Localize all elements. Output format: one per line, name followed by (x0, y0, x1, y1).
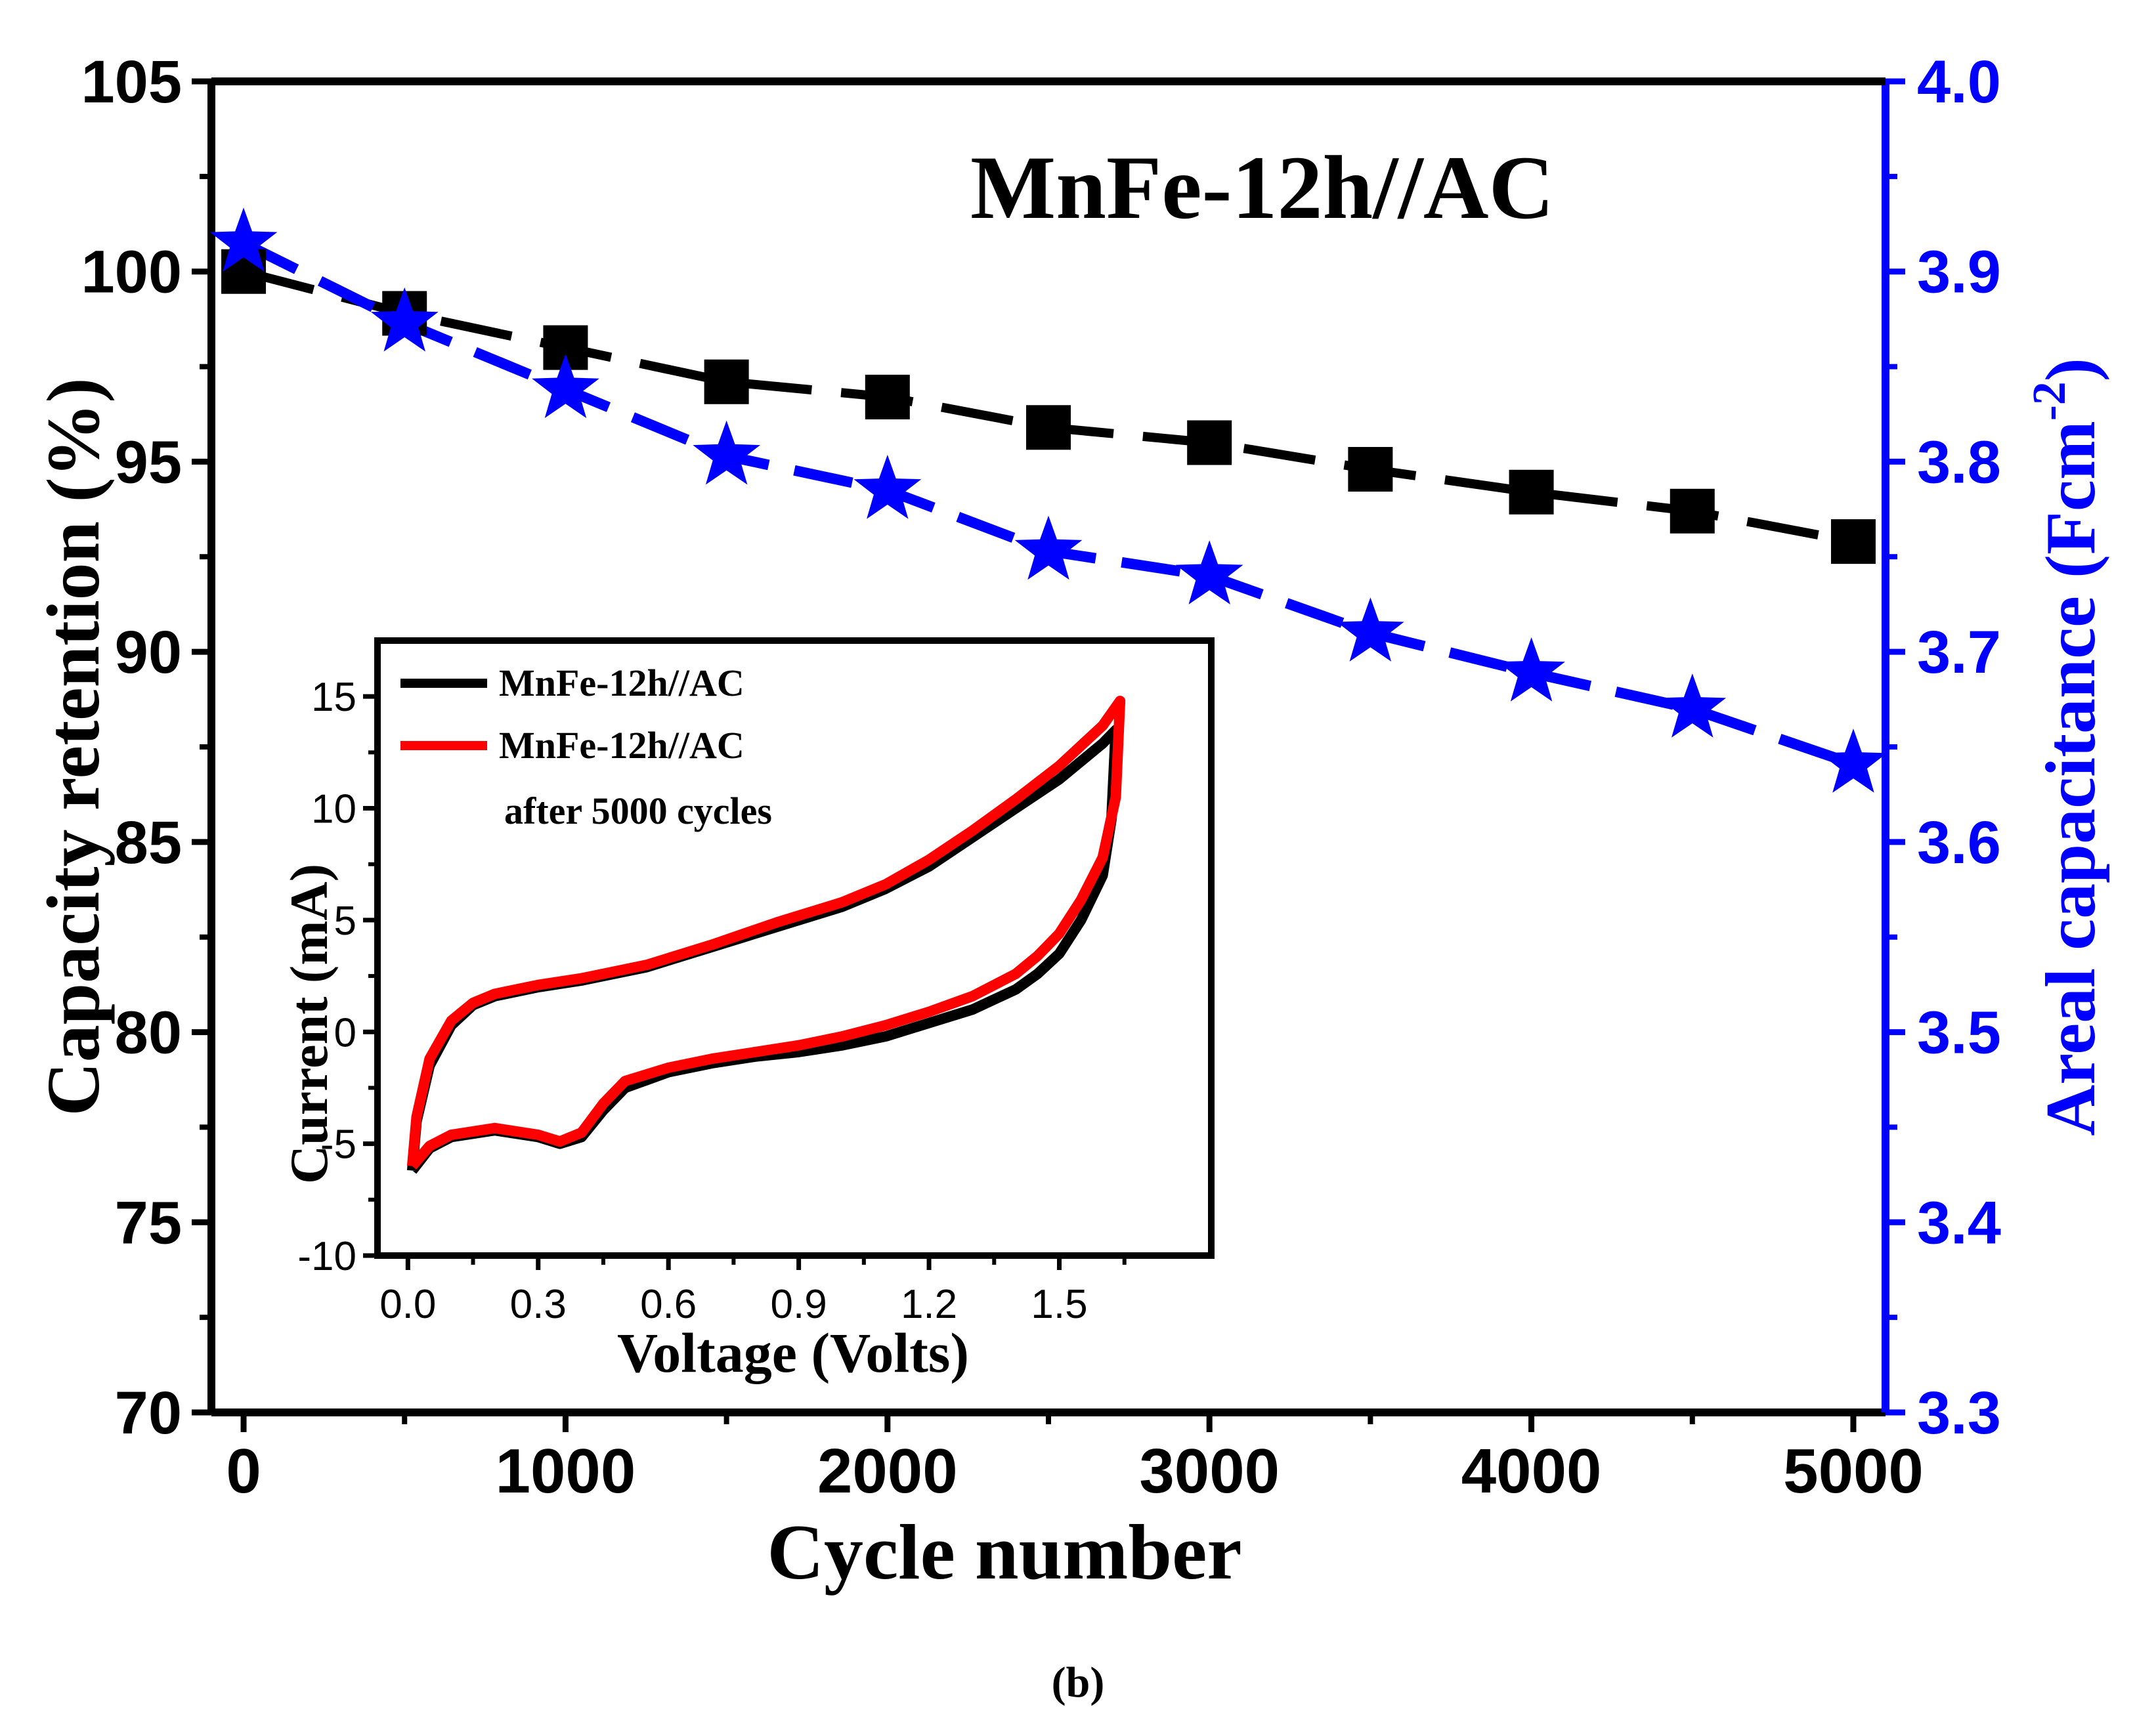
y-tick-label: 95 (115, 429, 182, 496)
y-tick-label: 70 (115, 1380, 182, 1447)
data-point-square (865, 374, 910, 419)
y2-tick-label: 3.4 (1917, 1189, 2001, 1256)
inset-background (374, 637, 1215, 1259)
chart-title: MnFe-12h//AC (970, 137, 1554, 238)
data-point-star (370, 287, 439, 352)
y2-tick-label: 4.0 (1917, 49, 2001, 116)
legend-label-red-note: after 5000 cycles (504, 790, 772, 832)
inset-x-tick-label: 0.9 (771, 1282, 827, 1327)
y2-axis-label-main: Areal capacitance (Fcm (2032, 421, 2110, 1136)
inset-legend: MnFe-12h//AC MnFe-12h//AC after 5000 cyc… (400, 662, 772, 832)
inset-series (406, 696, 1126, 1174)
y-tick-label: 100 (81, 239, 183, 306)
main-series (209, 207, 1887, 793)
y2-tick-label: 3.7 (1917, 619, 2001, 686)
data-point-square (1348, 447, 1393, 492)
data-point-square (1026, 405, 1071, 450)
inset-y-tick-label: -5 (320, 1122, 356, 1168)
inset-y-tick-label: 5 (334, 899, 356, 944)
data-point-star (1819, 729, 1887, 793)
x-tick-label: 3000 (1139, 1436, 1280, 1506)
data-point-star (1658, 673, 1727, 738)
inset-x-tick-label: 1.2 (901, 1282, 957, 1327)
panel-label: (b) (1052, 1659, 1105, 1706)
inset-frame (374, 637, 1215, 1259)
inset-x-tick-label: 1.5 (1031, 1282, 1087, 1327)
y2-axis-label-exp: -2 (2023, 381, 2075, 421)
y-tick-label: 80 (115, 1000, 182, 1067)
data-point-star (1498, 637, 1565, 702)
data-point-star (1175, 540, 1243, 604)
x-tick-label: 0 (226, 1436, 261, 1506)
y-tick-label: 75 (115, 1189, 182, 1256)
inset-y-tick-label: 15 (311, 675, 356, 720)
x-tick-label: 4000 (1461, 1436, 1602, 1506)
data-point-square (704, 359, 749, 404)
inset-y-tick-label: 0 (334, 1010, 356, 1055)
main-ticks: 0 1000 2000 3000 4000 50007075808590951001053… (81, 49, 2001, 1506)
y2-tick-label: 3.3 (1917, 1380, 2001, 1447)
y2-tick-label: 3.6 (1917, 809, 2001, 876)
data-point-star (1337, 597, 1404, 662)
y2-tick-label: 3.8 (1917, 429, 2001, 496)
inset-x-tick-label: 0.0 (379, 1282, 436, 1327)
data-point-square (1670, 488, 1715, 534)
inset-y-axis-label: Current (mA) (279, 864, 339, 1184)
data-point-star (1014, 515, 1083, 580)
inset-y-tick-label: 10 (311, 787, 356, 832)
inset-ticks: 0.0 0.3 0.6 0.9 1.2 1.5 -10 -5 0 5 10 15 (297, 675, 1127, 1327)
y2-tick-label: 3.9 (1917, 239, 2001, 306)
inset-cv-curve-after-5000-cycles (406, 696, 1126, 1170)
y-tick-label: 90 (115, 619, 182, 686)
x-tick-label: 2000 (817, 1436, 958, 1506)
legend-label-red: MnFe-12h//AC (499, 724, 744, 767)
y-axis-label: Capacity retention (%) (32, 377, 115, 1116)
y2-axis-label: Areal capacitance (Fcm-2) (2023, 358, 2110, 1136)
y-tick-label: 105 (81, 49, 183, 116)
y-tick-label: 85 (115, 809, 182, 876)
data-point-square (1187, 420, 1232, 465)
data-point-square (1509, 469, 1554, 515)
x-tick-label: 1000 (496, 1436, 636, 1506)
data-point-star (853, 454, 922, 519)
legend-label-black: MnFe-12h//AC (499, 662, 744, 704)
data-point-star (693, 420, 760, 485)
data-point-star (209, 207, 278, 272)
data-point-square (1830, 519, 1876, 564)
x-tick-label: 5000 (1783, 1436, 1924, 1506)
x-axis-label: Cycle number (767, 1508, 1241, 1596)
y2-tick-label: 3.5 (1917, 1000, 2001, 1067)
inset-x-tick-label: 0.6 (640, 1282, 697, 1327)
y2-axis-label-close: ) (2032, 358, 2110, 381)
inset-y-tick-label: -10 (297, 1234, 356, 1279)
inset-x-tick-label: 0.3 (510, 1282, 567, 1327)
data-point-star (532, 354, 599, 418)
inset-x-axis-label: Voltage (Volts) (617, 1321, 969, 1384)
